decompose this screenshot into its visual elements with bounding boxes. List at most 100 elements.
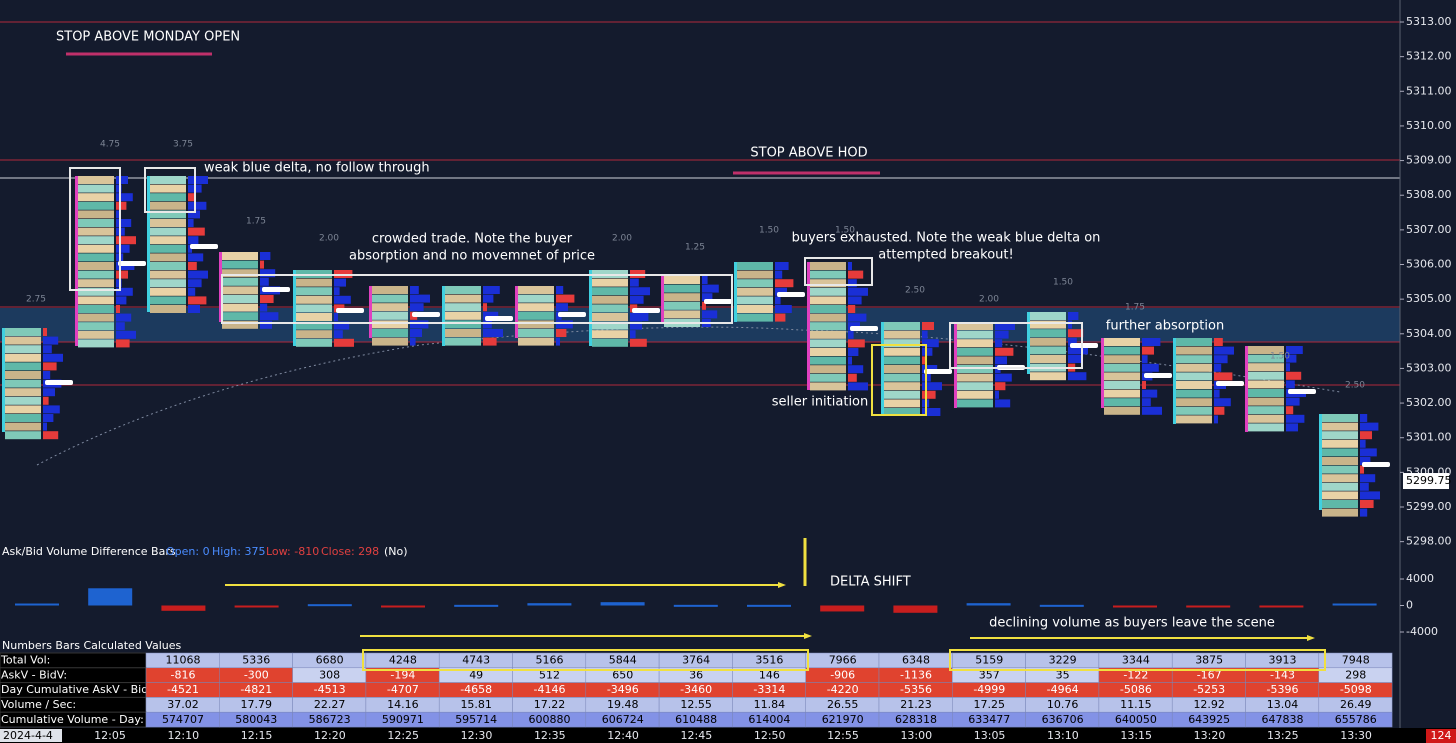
footprint-cell: [296, 278, 332, 287]
footprint-cell: [1322, 431, 1358, 440]
time-axis-bg: [0, 728, 1456, 743]
annotation: declining volume as buyers leave the sce…: [989, 616, 1275, 631]
wick: [734, 262, 737, 322]
row-label: Volume / Sec:: [1, 698, 76, 711]
range-label: 1.50: [759, 226, 779, 236]
profile-bar: [995, 322, 1015, 330]
cell-value: 26.55: [827, 698, 859, 711]
profile-bar: [483, 337, 497, 346]
profile-bar: [995, 330, 1009, 339]
time-label: 12:10: [167, 729, 199, 742]
cell-value: 606724: [602, 713, 644, 726]
profile-bar: [43, 353, 63, 362]
delta-axis-label: -4000: [1406, 625, 1438, 638]
profile-bar: [188, 279, 202, 288]
footprint-cell: [78, 184, 114, 193]
profile-bar: [410, 294, 430, 303]
footprint-cell: [737, 305, 773, 313]
footprint-cell: [445, 303, 481, 312]
profile-bar: [334, 295, 351, 304]
cell-value: 3229: [1049, 654, 1077, 667]
cell-value: 49: [469, 668, 483, 681]
cell-value: 5159: [975, 654, 1003, 667]
cell-value: 14.16: [387, 698, 419, 711]
cell-value: 580043: [235, 713, 277, 726]
footprint-cell: [5, 405, 41, 414]
footprint-cell: [518, 286, 554, 294]
profile-bar: [1286, 346, 1303, 354]
profile-bar: [43, 405, 60, 414]
footprint-cell: [445, 329, 481, 337]
footprint-cell: [5, 431, 41, 440]
profile-bar: [630, 287, 650, 296]
cell-value: 610488: [675, 713, 717, 726]
footprint-cell: [1176, 338, 1212, 346]
profile-bar: [334, 330, 343, 339]
highlight-box: [362, 649, 809, 671]
profile-bar: [775, 262, 789, 270]
profile-bar: [483, 286, 500, 294]
profile-bar: [1214, 398, 1231, 407]
price-label: 5311.00: [1406, 84, 1452, 97]
arrow-head: [1307, 635, 1315, 641]
panel-stat: High: 375: [212, 545, 265, 558]
cell-value: 7948: [1342, 654, 1370, 667]
poc-marker: [1216, 381, 1244, 386]
footprint-cell: [1322, 474, 1358, 483]
footprint-cell: [78, 253, 114, 262]
profile-bar: [1214, 372, 1233, 381]
cell-value: 11068: [166, 654, 201, 667]
footprint-cell: [78, 270, 114, 279]
poc-marker: [45, 380, 73, 385]
annotation: attempted breakout!: [878, 248, 1013, 263]
profile-bar: [1214, 363, 1222, 372]
annotation: absorption and no movemnet of price: [349, 249, 595, 264]
cell-value: 13.04: [1267, 698, 1299, 711]
profile-bar: [995, 390, 999, 399]
annotation: STOP ABOVE MONDAY OPEN: [56, 30, 240, 45]
row-label: Cumulative Volume - Day:: [1, 713, 144, 726]
footprint-cell: [1248, 371, 1284, 380]
profile-bar: [1214, 406, 1225, 415]
profile-bar: [775, 296, 781, 305]
footprint-cell: [5, 336, 41, 345]
footprint-cell: [78, 287, 114, 296]
footprint-cell: [150, 236, 186, 245]
time-label: 12:50: [754, 729, 786, 742]
profile-bar: [260, 295, 274, 303]
footprint-cell: [445, 286, 481, 294]
delta-bar: [1186, 605, 1231, 608]
cell-value: 15.81: [460, 698, 492, 711]
cell-value: 5166: [536, 654, 564, 667]
cell-value: 614004: [748, 713, 790, 726]
cell-value: -906: [830, 668, 855, 681]
wick: [1245, 346, 1248, 432]
price-label: 5306.00: [1406, 258, 1452, 271]
profile-bar: [702, 276, 708, 284]
arrow-head: [778, 582, 786, 588]
cell-value: 6348: [902, 654, 930, 667]
profile-bar: [922, 382, 942, 391]
profile-bar: [995, 356, 1007, 365]
footprint-cell: [737, 313, 773, 322]
cell-value: 37.02: [167, 698, 199, 711]
profile-bar: [1286, 414, 1305, 423]
profile-bar: [1360, 414, 1368, 422]
profile-bar: [1142, 406, 1162, 415]
cell-value: 12.92: [1193, 698, 1225, 711]
footprint-cell: [150, 287, 186, 296]
profile-bar: [775, 270, 783, 279]
profile-bar: [1360, 500, 1374, 508]
cell-value: 595714: [455, 713, 497, 726]
footprint-cell: [1104, 372, 1140, 381]
profile-bar: [775, 287, 787, 296]
range-label: 2.00: [979, 295, 999, 305]
profile-bar: [1360, 448, 1377, 457]
profile-bar: [1286, 354, 1297, 363]
footprint-cell: [957, 322, 993, 330]
profile-bar: [1068, 337, 1077, 346]
cell-value: 26.49: [1340, 698, 1372, 711]
delta-bar: [966, 603, 1011, 606]
poc-marker: [190, 244, 218, 249]
profile-bar: [483, 329, 503, 337]
